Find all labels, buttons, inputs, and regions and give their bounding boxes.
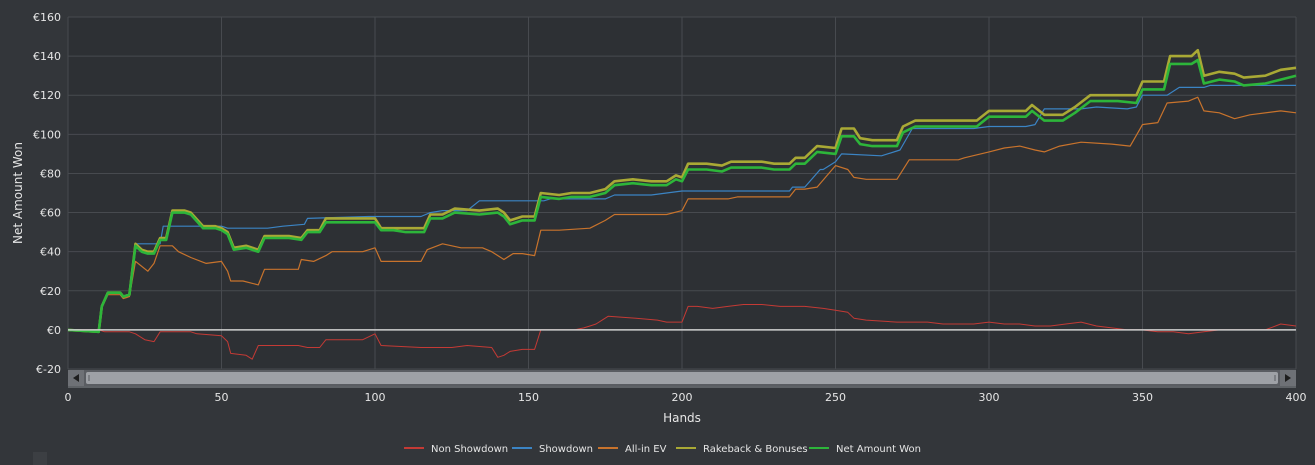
series-line-net-amount-won <box>67 58 1297 334</box>
legend-item[interactable]: All-in EV <box>598 444 667 455</box>
x-tick-label: 300 <box>979 391 1000 404</box>
scrollbar-thumb[interactable] <box>86 372 1278 384</box>
y-tick-label: €80 <box>40 167 61 180</box>
y-tick-label: €120 <box>33 89 61 102</box>
x-tick-label: 250 <box>825 391 846 404</box>
corner-widget <box>33 452 47 465</box>
series-line-showdown <box>67 84 1296 333</box>
x-tick-label: 150 <box>518 391 539 404</box>
y-tick-label: €100 <box>33 128 61 141</box>
legend-label: Net Amount Won <box>836 444 921 455</box>
y-tick-label: €-20 <box>36 363 61 376</box>
legend-label: All-in EV <box>625 444 667 455</box>
y-axis-ticks: €-20 €0 €20 €40 €60 €80 €100 €120 €140 €160 <box>33 11 61 376</box>
arrow-right-icon <box>1285 374 1291 382</box>
y-tick-label: €40 <box>40 246 61 259</box>
legend: Non Showdown Showdown All-in EV Rakeback & … <box>404 444 921 455</box>
arrow-left-icon <box>73 374 79 382</box>
series-line-non-showdown <box>68 304 1297 360</box>
y-tick-label: €20 <box>40 285 61 298</box>
legend-label: Rakeback & Bonuses <box>703 444 808 455</box>
y-tick-label: €140 <box>33 50 61 63</box>
legend-item[interactable]: Rakeback & Bonuses <box>676 444 808 455</box>
legend-item[interactable]: Showdown <box>512 444 593 455</box>
x-tick-label: 100 <box>365 391 386 404</box>
x-tick-label: 50 <box>215 391 229 404</box>
x-tick-label: 400 <box>1286 391 1307 404</box>
y-axis-title: Net Amount Won <box>11 142 25 244</box>
legend-item[interactable]: Net Amount Won <box>809 444 921 455</box>
y-tick-label: €0 <box>47 324 61 337</box>
y-tick-label: €60 <box>40 207 61 220</box>
legend-item[interactable]: Non Showdown <box>404 444 508 455</box>
x-tick-label: 200 <box>672 391 693 404</box>
x-tick-label: 350 <box>1132 391 1153 404</box>
x-axis-title: Hands <box>663 411 701 425</box>
scrollbar[interactable] <box>68 370 1296 386</box>
x-axis-ticks: 0 50 100 150 200 250 300 350 400 <box>65 391 1307 404</box>
series-line-all-in-ev <box>67 96 1297 333</box>
legend-label: Showdown <box>539 444 593 455</box>
series-layer <box>67 48 1297 360</box>
series-line-rakeback-bonuses <box>67 48 1297 334</box>
y-tick-label: €160 <box>33 11 61 24</box>
legend-label: Non Showdown <box>431 444 508 455</box>
x-tick-label: 0 <box>65 391 72 404</box>
